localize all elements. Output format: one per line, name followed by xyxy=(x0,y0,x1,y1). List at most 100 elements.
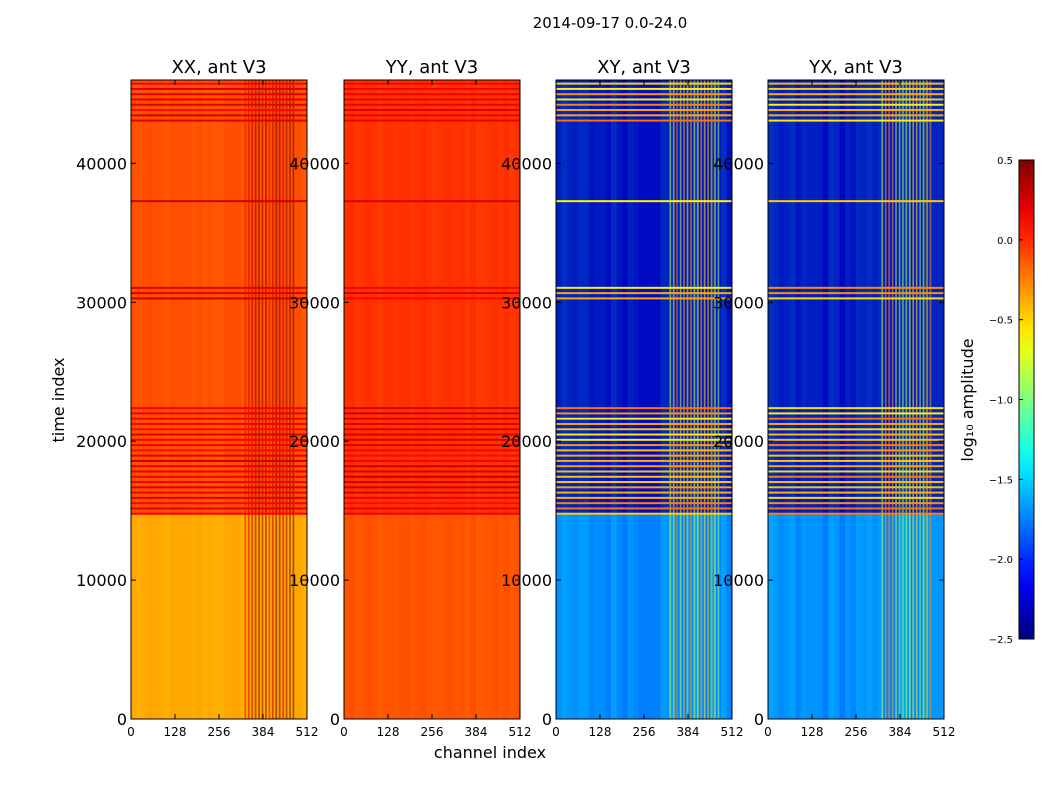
flag-line xyxy=(131,103,307,106)
x-tick-label: 384 xyxy=(252,725,275,739)
flag-line xyxy=(556,454,732,457)
rfi-column xyxy=(672,80,675,719)
channel-stripe xyxy=(426,80,432,719)
flag-line xyxy=(344,109,520,112)
channel-stripe xyxy=(578,80,584,719)
rfi-column xyxy=(915,80,918,719)
flag-line xyxy=(131,109,307,112)
flag-line xyxy=(556,119,732,122)
flag-line xyxy=(131,454,307,457)
rfi-column xyxy=(707,80,709,719)
flag-line xyxy=(344,114,520,117)
flag-line xyxy=(768,407,944,410)
flag-line xyxy=(344,449,520,452)
flag-line xyxy=(344,496,520,499)
y-tick-label: 0 xyxy=(542,710,552,729)
flag-line xyxy=(131,200,307,203)
channel-stripe xyxy=(726,80,732,719)
flag-line xyxy=(344,412,520,415)
channel-stripe xyxy=(872,80,878,719)
x-tick-label: 512 xyxy=(721,725,744,739)
flag-line xyxy=(768,200,944,203)
channel-stripe xyxy=(268,80,274,719)
flag-line xyxy=(344,292,520,295)
rfi-column xyxy=(703,80,706,719)
channel-stripe xyxy=(922,80,928,719)
flag-line xyxy=(768,481,944,484)
flag-line xyxy=(556,507,732,510)
flag-line xyxy=(556,433,732,436)
flag-line xyxy=(556,438,732,441)
rfi-column xyxy=(919,80,921,719)
flag-line xyxy=(344,481,520,484)
flag-line xyxy=(344,465,520,468)
channel-stripe xyxy=(627,80,633,719)
flag-line xyxy=(131,481,307,484)
y-tick-label: 10000 xyxy=(501,571,552,590)
y-tick-label: 40000 xyxy=(501,154,552,173)
flag-line xyxy=(768,502,944,505)
flag-line xyxy=(768,470,944,473)
channel-stripe xyxy=(147,80,153,719)
heatmap-lower-block xyxy=(768,514,944,719)
channel-stripe xyxy=(611,80,617,719)
x-tick-label: 0 xyxy=(340,725,348,739)
flag-line xyxy=(131,491,307,494)
flag-line xyxy=(556,103,732,106)
flag-line xyxy=(131,438,307,441)
flag-line xyxy=(768,109,944,112)
flag-line xyxy=(344,93,520,96)
channel-stripe xyxy=(459,80,465,719)
y-tick-label: 20000 xyxy=(713,432,764,451)
channel-stripe xyxy=(710,80,716,719)
heatmap-image xyxy=(131,80,307,719)
channel-stripe xyxy=(492,80,498,719)
channel-stripe xyxy=(594,80,600,719)
rfi-column xyxy=(690,80,692,719)
flag-line xyxy=(556,491,732,494)
channel-stripe xyxy=(622,80,628,719)
channel-stripe xyxy=(377,80,383,719)
channel-stripe xyxy=(768,80,774,719)
flag-line xyxy=(556,109,732,112)
channel-stripe xyxy=(404,80,410,719)
figure-title: 2014-09-17 0.0-24.0 xyxy=(533,14,688,32)
flag-line xyxy=(768,486,944,489)
channel-stripe xyxy=(344,80,350,719)
y-axis-label: time index xyxy=(49,357,68,442)
flag-line xyxy=(344,502,520,505)
panel-title: XX, ant V3 xyxy=(171,57,266,78)
channel-stripe xyxy=(296,80,302,719)
channel-stripe xyxy=(443,80,449,719)
rfi-column xyxy=(898,80,901,719)
flag-line xyxy=(131,93,307,96)
colorbar-tick-label: −1.0 xyxy=(989,396,1013,407)
flag-line xyxy=(131,475,307,478)
rfi-column xyxy=(292,80,295,719)
rfi-column xyxy=(278,80,281,719)
flag-line xyxy=(131,407,307,410)
x-axis-label: channel index xyxy=(434,743,546,762)
flag-line xyxy=(768,93,944,96)
rfi-column xyxy=(258,80,260,719)
flag-line xyxy=(768,412,944,415)
channel-stripe xyxy=(773,80,779,719)
rfi-column xyxy=(888,80,891,719)
y-tick-label: 10000 xyxy=(713,571,764,590)
channel-stripe xyxy=(693,80,699,719)
channel-stripe xyxy=(349,80,355,719)
flag-line xyxy=(344,428,520,431)
flag-line xyxy=(768,98,944,101)
y-tick-label: 20000 xyxy=(76,432,127,451)
heatmap-lower-block xyxy=(131,514,307,719)
heatmap-lower-block xyxy=(344,514,520,719)
flag-line xyxy=(768,422,944,425)
channel-stripe xyxy=(638,80,644,719)
channel-stripe xyxy=(164,80,170,719)
flag-line xyxy=(344,98,520,101)
colorbar-tick-label: −2.0 xyxy=(989,555,1013,566)
channel-stripe xyxy=(208,80,214,719)
rfi-column xyxy=(929,80,932,719)
panels: XX, ant V3 0 128 256 384 512 0 10000 20000 30000 4… xyxy=(49,57,955,762)
x-tick-label: 128 xyxy=(164,725,187,739)
